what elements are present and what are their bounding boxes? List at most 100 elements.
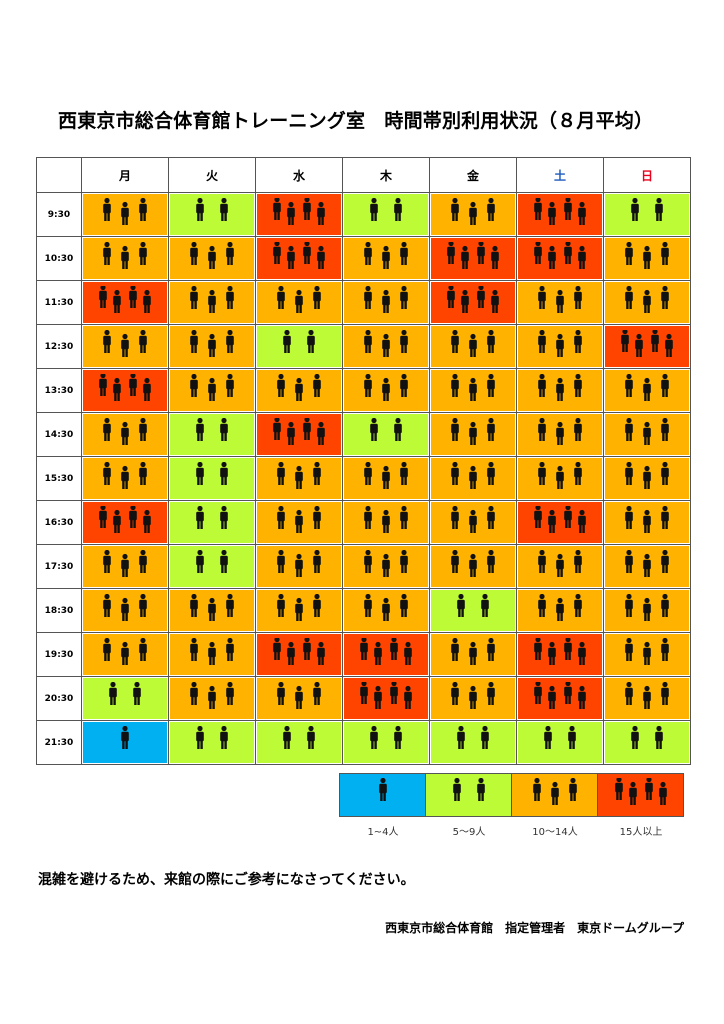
person-icon — [451, 417, 459, 441]
person-icon — [400, 373, 408, 397]
person-icon — [226, 241, 234, 265]
person-icon — [625, 461, 633, 485]
occupancy-cell-mon — [81, 412, 169, 457]
occupancy-level — [518, 502, 602, 543]
person-icon — [133, 681, 141, 705]
people-icons — [190, 681, 234, 709]
person-icon — [139, 637, 147, 661]
people-icons — [378, 778, 387, 801]
person-icon — [394, 725, 402, 749]
people-icons — [544, 725, 576, 749]
people-icons — [625, 417, 669, 445]
occupancy-level — [170, 282, 254, 323]
day-header-tue: 火 — [168, 157, 256, 193]
occupancy-level — [344, 370, 428, 411]
legend-swatch — [425, 773, 512, 817]
person-icon — [625, 593, 633, 617]
legend-swatch — [511, 773, 598, 817]
time-label: 16:30 — [36, 500, 82, 545]
people-icons — [190, 373, 234, 401]
person-icon — [382, 509, 390, 533]
person-icon — [121, 597, 129, 621]
table-row: 14:30 — [36, 412, 691, 457]
occupancy-cell-fri — [429, 720, 517, 765]
person-icon — [196, 417, 204, 441]
occupancy-level — [344, 678, 428, 719]
people-icons — [273, 417, 325, 445]
occupancy-cell-fri — [429, 324, 517, 369]
occupancy-cell-wed — [255, 500, 343, 545]
people-icons — [364, 549, 408, 577]
people-icons — [360, 681, 412, 709]
people-icons — [103, 417, 147, 445]
person-icon — [370, 725, 378, 749]
person-icon — [564, 505, 572, 528]
person-icon — [568, 778, 577, 801]
person-icon — [394, 417, 402, 441]
person-icon — [103, 197, 111, 221]
person-icon — [568, 725, 576, 749]
occupancy-level — [170, 326, 254, 367]
time-label: 13:30 — [36, 368, 82, 413]
people-icons — [538, 417, 582, 445]
person-icon — [313, 285, 321, 309]
person-icon — [451, 329, 459, 353]
person-icon — [658, 781, 667, 805]
person-icon — [220, 461, 228, 485]
occupancy-cell-thu — [342, 720, 430, 765]
person-icon — [564, 197, 572, 220]
person-icon — [277, 505, 285, 529]
people-icons — [364, 285, 408, 313]
person-icon — [226, 681, 234, 705]
people-icons — [190, 241, 234, 269]
occupancy-cell-sat — [516, 368, 604, 413]
occupancy-cell-sun — [603, 236, 691, 281]
legend-label: 5〜9人 — [452, 827, 486, 838]
occupancy-level — [431, 546, 515, 587]
person-icon — [99, 505, 107, 528]
person-icon — [544, 725, 552, 749]
occupancy-cell-mon — [81, 544, 169, 589]
people-icons — [534, 241, 586, 269]
occupancy-level — [170, 238, 254, 279]
person-icon — [113, 377, 121, 401]
person-icon — [655, 725, 663, 749]
table-row: 10:30 — [36, 236, 691, 281]
occupancy-level — [605, 678, 689, 719]
occupancy-cell-sat — [516, 632, 604, 677]
people-icons — [360, 637, 412, 665]
people-icons — [277, 373, 321, 401]
occupancy-level — [344, 282, 428, 323]
occupancy-level — [170, 458, 254, 499]
occupancy-level — [605, 282, 689, 323]
person-icon — [287, 421, 295, 445]
person-icon — [469, 553, 477, 577]
person-icon — [574, 461, 582, 485]
day-header-fri: 金 — [429, 157, 517, 193]
person-icon — [295, 377, 303, 401]
person-icon — [208, 289, 216, 313]
person-icon — [382, 553, 390, 577]
person-icon — [109, 681, 117, 705]
page-title: 西東京市総合体育館トレーニング室 時間帯別利用状況（８月平均） — [58, 110, 654, 132]
people-icons — [451, 461, 495, 489]
time-label: 10:30 — [36, 236, 82, 281]
person-icon — [208, 245, 216, 269]
occupancy-cell-wed — [255, 192, 343, 237]
legend-label: 10〜14人 — [532, 827, 578, 838]
people-icons — [273, 197, 325, 225]
person-icon — [661, 505, 669, 529]
person-icon — [364, 549, 372, 573]
occupancy-cell-mon — [81, 456, 169, 501]
person-icon — [487, 549, 495, 573]
people-icons — [277, 593, 321, 621]
person-icon — [220, 549, 228, 573]
occupancy-cell-tue — [168, 720, 256, 765]
table-row: 20:30 — [36, 676, 691, 721]
person-icon — [548, 201, 556, 225]
person-icon — [538, 329, 546, 353]
occupancy-cell-thu — [342, 676, 430, 721]
occupancy-cell-wed — [255, 236, 343, 281]
occupancy-cell-sun — [603, 544, 691, 589]
people-icons — [538, 329, 582, 357]
